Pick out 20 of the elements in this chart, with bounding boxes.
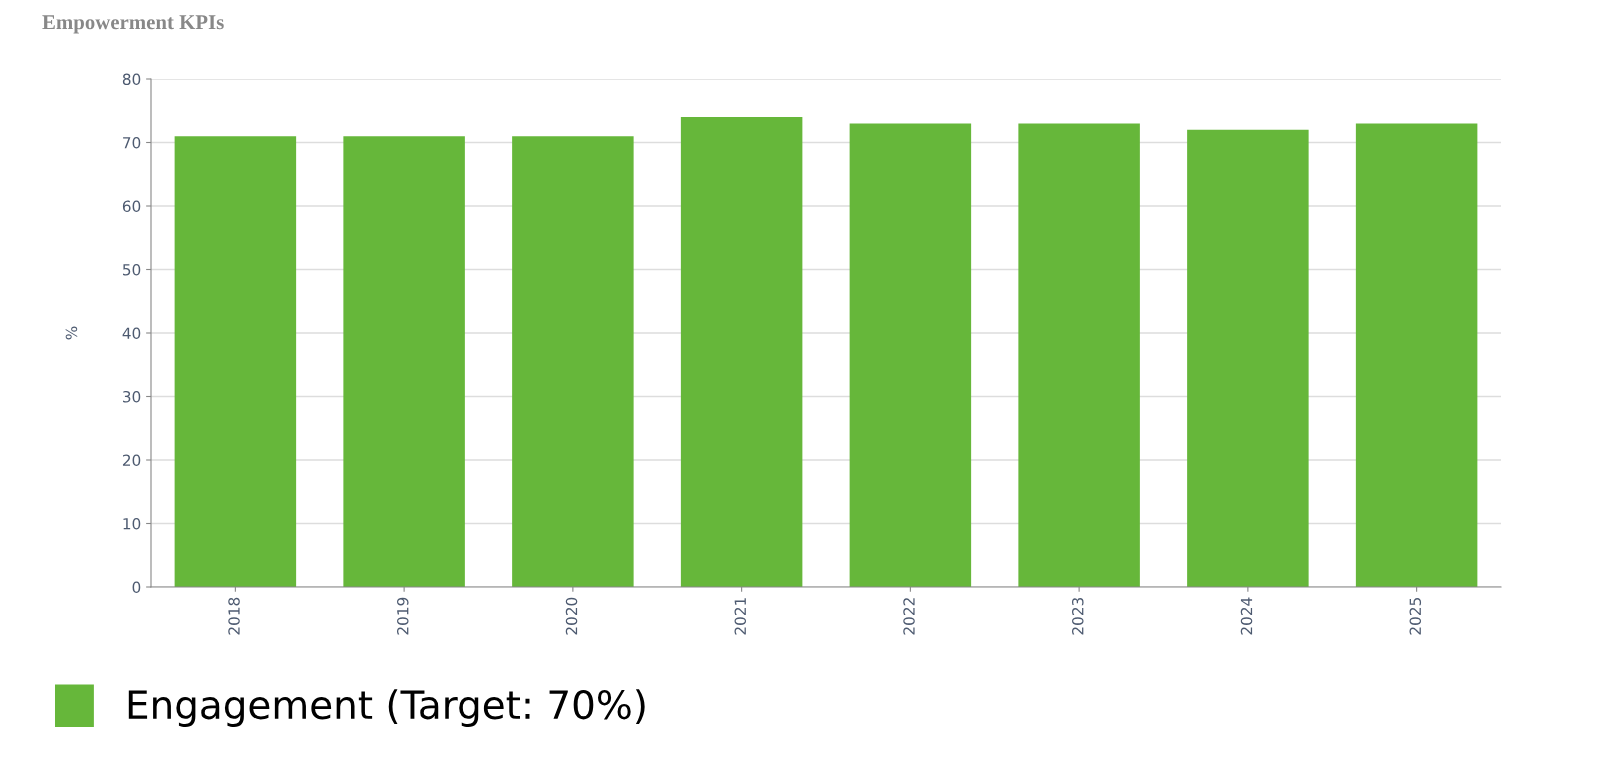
y-tick-label: 50 — [123, 263, 141, 276]
y-tick-label: 40 — [122, 327, 141, 340]
y-tick-label: 80 — [122, 73, 141, 86]
x-tick-label: 2021 — [734, 598, 747, 635]
y-tick-label: 0 — [132, 581, 141, 594]
x-tick-label: 2024 — [1240, 597, 1253, 635]
y-tick-label: 20 — [122, 454, 141, 467]
x-tick-label: 2020 — [565, 597, 578, 635]
y-tick-label: 70 — [123, 136, 141, 149]
x-tick-label: 2022 — [903, 598, 915, 635]
x-tick-label: 2018 — [228, 597, 240, 635]
y-tick-label: 10 — [123, 517, 141, 530]
y-tick-label: 30 — [123, 390, 141, 403]
chart-title: Empowerment KPIs — [42, 15, 224, 34]
legend-label: Engagement (Target: 70%) — [128, 689, 645, 727]
x-tick-label: 2019 — [397, 597, 409, 635]
y-tick-label: 60 — [122, 200, 141, 213]
x-tick-label: 2023 — [1072, 597, 1084, 635]
x-tick-label: 2025 — [1409, 598, 1422, 635]
y-axis-title: % — [65, 326, 78, 340]
